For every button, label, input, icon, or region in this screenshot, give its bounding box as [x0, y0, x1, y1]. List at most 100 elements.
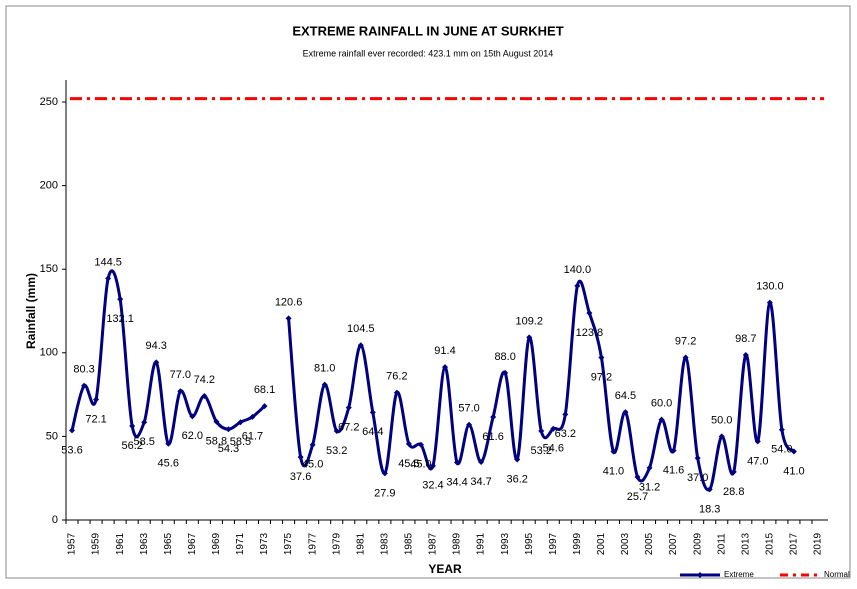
data-label: 41.0: [783, 465, 804, 477]
data-point: [129, 423, 136, 430]
x-tick-label: 1957: [67, 532, 78, 555]
data-point: [105, 275, 112, 282]
x-tick-label: 1987: [428, 532, 439, 555]
data-point: [634, 474, 641, 481]
data-point: [718, 433, 725, 440]
data-point: [309, 441, 316, 448]
data-point: [598, 354, 605, 361]
data-label: 98.7: [735, 333, 756, 345]
data-label: 88.0: [494, 351, 515, 363]
x-tick-label: 1971: [235, 532, 246, 555]
data-point: [333, 428, 340, 435]
data-label: 64.4: [362, 426, 383, 438]
data-point: [177, 388, 184, 395]
x-tick-label: 1981: [355, 532, 366, 555]
data-point: [405, 440, 412, 447]
x-tick-label: 2009: [692, 532, 703, 555]
data-label: 45.6: [158, 458, 179, 470]
chart-frame: [5, 5, 851, 579]
data-point: [321, 381, 328, 388]
data-label: 144.5: [94, 256, 122, 268]
data-point: [393, 389, 400, 396]
data-point: [622, 409, 629, 416]
legend-marker: [697, 572, 703, 578]
y-tick-label: 250: [40, 96, 58, 108]
data-label: 50.0: [711, 414, 732, 426]
data-label: 74.2: [194, 374, 215, 386]
data-point: [742, 351, 749, 358]
data-label: 54.0: [771, 444, 792, 456]
data-point: [417, 441, 424, 448]
data-point: [466, 421, 473, 428]
data-label: 34.7: [470, 476, 491, 488]
x-tick-label: 1961: [115, 532, 126, 555]
data-point: [694, 455, 701, 462]
x-tick-label: 1989: [452, 532, 463, 555]
x-tick-label: 2007: [668, 532, 679, 555]
data-point: [574, 282, 581, 289]
data-label: 64.5: [615, 390, 636, 402]
data-label: 45.0: [302, 459, 323, 471]
data-label: 130.0: [756, 281, 784, 293]
data-point: [646, 464, 653, 471]
data-label: 53.2: [326, 445, 347, 457]
data-point: [201, 392, 208, 399]
data-point: [478, 458, 485, 465]
data-label: 68.1: [254, 384, 275, 396]
data-label: 91.4: [434, 345, 455, 357]
data-point: [237, 419, 244, 426]
data-point: [69, 427, 76, 434]
data-label: 58.8: [206, 436, 227, 448]
data-point: [550, 425, 557, 432]
data-label: 37.0: [687, 472, 708, 484]
data-label: 31.2: [639, 482, 660, 494]
x-tick-label: 1959: [91, 532, 102, 555]
data-label: 104.5: [347, 323, 375, 335]
x-tick-label: 1979: [331, 532, 342, 555]
data-label: 140.0: [564, 264, 592, 276]
data-label: 67.2: [338, 422, 359, 434]
data-point: [526, 334, 533, 341]
x-tick-label: 1983: [379, 532, 390, 555]
data-label: 76.2: [386, 370, 407, 382]
data-label: 54.6: [543, 443, 564, 455]
data-label: 94.3: [146, 340, 167, 352]
data-point: [117, 296, 124, 303]
chart-title: EXTREME RAINFALL IN JUNE AT SURKHET: [292, 23, 563, 38]
data-point: [670, 447, 677, 454]
data-label: 72.1: [85, 413, 106, 425]
data-label: 53.6: [61, 444, 82, 456]
data-point: [81, 382, 88, 389]
data-label: 41.0: [603, 465, 624, 477]
data-point: [249, 413, 256, 420]
data-label: 61.6: [482, 431, 503, 443]
x-tick-label: 1969: [211, 532, 222, 555]
data-label: 32.4: [422, 480, 443, 492]
data-label: 77.0: [170, 369, 191, 381]
x-tick-label: 2003: [620, 532, 631, 555]
data-point: [141, 419, 148, 426]
data-label: 53.2: [531, 445, 552, 457]
data-point: [165, 440, 172, 447]
data-point: [754, 438, 761, 445]
data-point: [682, 354, 689, 361]
data-label: 61.7: [242, 431, 263, 443]
data-point: [345, 404, 352, 411]
data-point: [454, 459, 461, 466]
data-label: 45.5: [398, 458, 419, 470]
x-tick-label: 2013: [740, 532, 751, 555]
data-point: [261, 403, 268, 410]
data-point: [610, 448, 617, 455]
x-tick-label: 2005: [644, 532, 655, 555]
data-label: 97.2: [591, 371, 612, 383]
x-tick-label: 2001: [596, 532, 607, 555]
x-tick-label: 1999: [572, 532, 583, 555]
data-point: [730, 468, 737, 475]
data-label: 58.5: [133, 436, 154, 448]
data-label: 36.2: [506, 473, 527, 485]
x-tick-label: 2019: [813, 532, 824, 555]
data-point: [381, 470, 388, 477]
data-point: [189, 413, 196, 420]
data-point: [790, 448, 797, 455]
data-label: 81.0: [314, 362, 335, 374]
